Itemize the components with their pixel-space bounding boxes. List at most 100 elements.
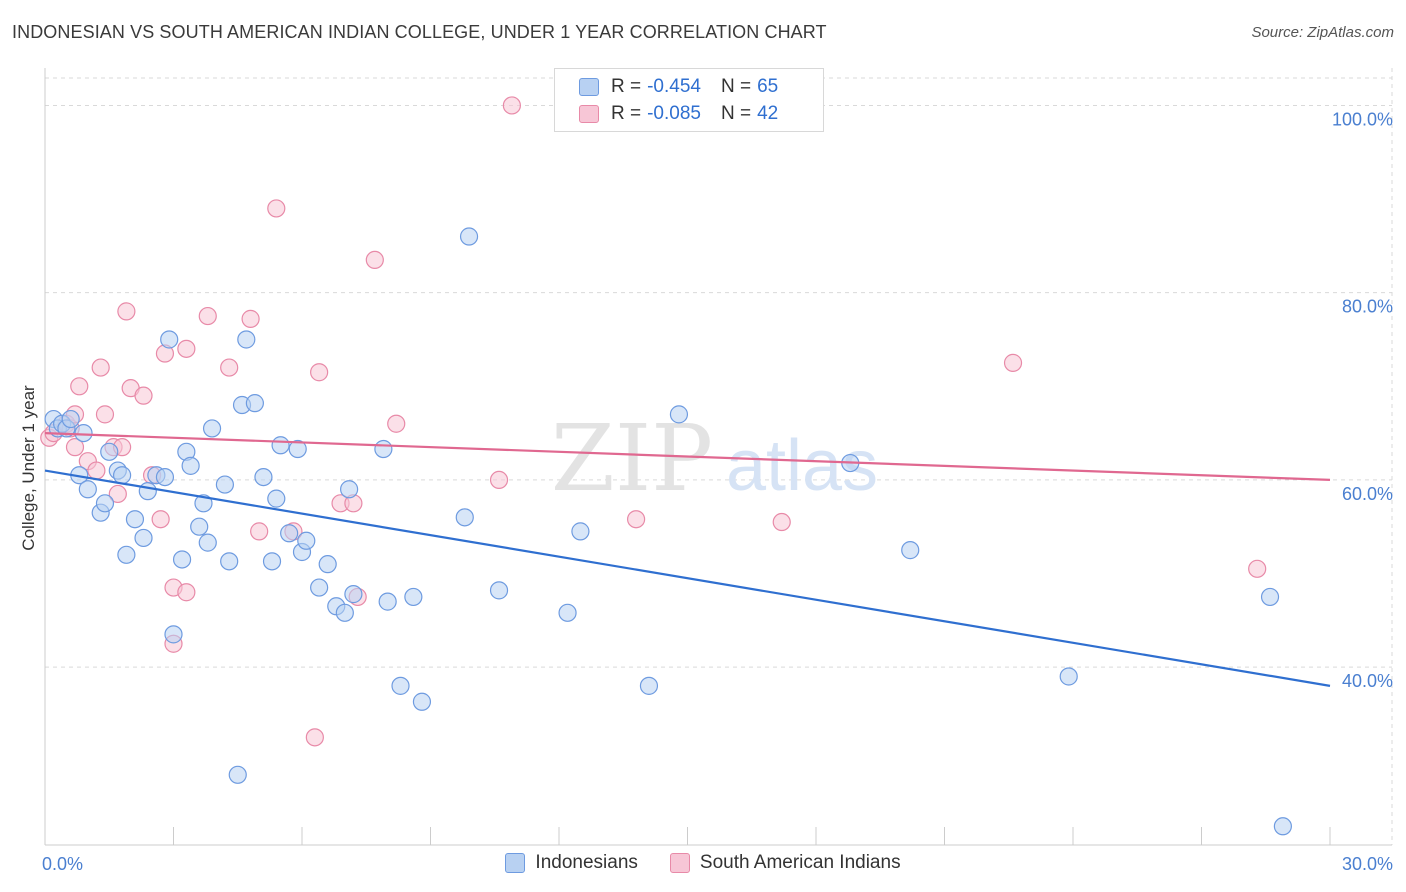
indonesian-point — [190, 517, 209, 536]
south-american-indian-point — [1248, 559, 1267, 578]
series-legend: Indonesians South American Indians — [0, 852, 1406, 874]
indonesian-point — [237, 330, 256, 349]
x-tick-label: 0.0% — [42, 854, 83, 874]
legend-swatch-pink — [669, 853, 690, 873]
south-american-indian-point — [310, 363, 329, 382]
indonesian-point — [318, 555, 337, 574]
indonesian-point — [378, 592, 397, 611]
south-american-indian-point — [198, 306, 217, 326]
south-american-indian-point — [220, 358, 239, 377]
indonesian-point — [271, 436, 290, 455]
south-american-indian-point — [65, 438, 85, 457]
indonesian-point — [95, 494, 115, 513]
indonesian-point — [280, 524, 299, 543]
trend-lines — [44, 431, 1331, 687]
indonesian-point — [404, 587, 423, 607]
legend-swatch-blue — [579, 78, 599, 96]
legend-swatch-blue — [505, 853, 526, 873]
r-value: -0.085 — [647, 103, 701, 124]
indonesian-point — [267, 489, 286, 508]
y-tick-label: 80.0% — [1342, 297, 1393, 317]
south-american-indian-point — [241, 309, 260, 328]
south-american-indian-point — [151, 510, 170, 529]
trend-line-south-american-indians — [44, 431, 1331, 482]
south-american-indian-point — [91, 358, 110, 377]
x-tick-label: 30.0% — [1342, 854, 1393, 874]
indonesian-point — [391, 676, 410, 695]
indonesian-point — [459, 227, 479, 246]
indonesian-point — [160, 330, 179, 349]
indonesian-point — [489, 581, 509, 600]
indonesian-point — [288, 439, 307, 459]
watermark: ZIP atlas — [551, 405, 878, 512]
south-american-indian-point — [70, 377, 89, 396]
watermark-zip: ZIP — [551, 405, 713, 512]
indonesian-point — [172, 550, 192, 569]
south-american-indian-point — [95, 405, 115, 424]
indonesian-point — [558, 603, 577, 622]
source-credit: Source: ZipAtlas.com — [1251, 24, 1394, 41]
indonesian-point — [181, 456, 200, 475]
r-label: R = — [611, 103, 642, 124]
indonesian-point — [1273, 817, 1292, 836]
indonesian-point — [1059, 667, 1078, 686]
indonesian-point — [138, 482, 157, 501]
n-label: N = — [720, 103, 752, 124]
indonesian-point — [245, 394, 264, 413]
south-american-indian-point — [387, 414, 406, 433]
legend-label: South American Indians — [699, 852, 901, 873]
indonesian-point — [639, 676, 659, 695]
south-american-indian-point — [267, 199, 286, 218]
legend-label: Indonesians — [535, 852, 638, 873]
indonesian-point — [164, 625, 183, 644]
indonesian-point — [262, 552, 282, 571]
n-value: 42 — [757, 103, 779, 124]
legend-swatch-pink — [579, 105, 599, 123]
indonesian-point — [220, 552, 239, 571]
indonesian-point — [215, 475, 234, 494]
y-tick-label: 60.0% — [1342, 484, 1393, 504]
south-american-indian-point — [250, 522, 269, 541]
n-label: N = — [720, 76, 752, 97]
south-american-indian-point — [489, 470, 509, 490]
south-american-indian-point — [177, 583, 196, 602]
indonesian-point — [340, 480, 359, 499]
legend-row-south-american-indians: R = -0.085 N = 42 — [579, 102, 784, 126]
indonesian-point — [117, 545, 136, 564]
indonesian-point — [74, 423, 93, 443]
south-american-indian-point — [305, 728, 324, 747]
indonesian-point — [78, 480, 97, 499]
r-value: -0.454 — [647, 76, 701, 97]
indonesian-point — [335, 603, 354, 622]
indonesian-point — [254, 467, 273, 487]
indonesian-point — [100, 442, 119, 461]
south-american-indian-point — [1003, 353, 1023, 372]
trend-line-indonesians — [44, 469, 1331, 687]
south-american-indian-point — [365, 250, 384, 270]
indonesian-point — [112, 466, 132, 485]
south-american-indian-point — [502, 96, 521, 115]
south-american-indian-point — [772, 512, 791, 532]
indonesian-point — [228, 765, 247, 784]
indonesian-point — [1260, 587, 1280, 607]
indonesian-point — [61, 409, 80, 429]
indonesian-point — [202, 419, 222, 438]
y-tick-label: 100.0% — [1332, 109, 1393, 129]
south-american-indian-point — [177, 339, 196, 358]
indonesian-point — [901, 541, 920, 560]
y-axis-label: College, Under 1 year — [19, 385, 38, 551]
indonesian-point — [125, 510, 145, 529]
south-american-indian-point — [87, 461, 106, 480]
axes: 40.0% 60.0% 80.0% 100.0% 0.0% 30.0% — [42, 68, 1393, 874]
indonesian-point — [374, 439, 393, 459]
indonesian-point — [134, 528, 153, 548]
indonesian-point — [155, 467, 175, 487]
indonesian-point — [571, 522, 590, 541]
legend-item-south-american-indians[interactable]: South American Indians — [669, 852, 901, 874]
indonesian-point — [412, 692, 432, 711]
indonesian-point — [344, 585, 363, 604]
legend-item-indonesians[interactable]: Indonesians — [505, 852, 638, 874]
south-american-indian-point — [117, 302, 136, 321]
n-value: 65 — [757, 76, 779, 97]
